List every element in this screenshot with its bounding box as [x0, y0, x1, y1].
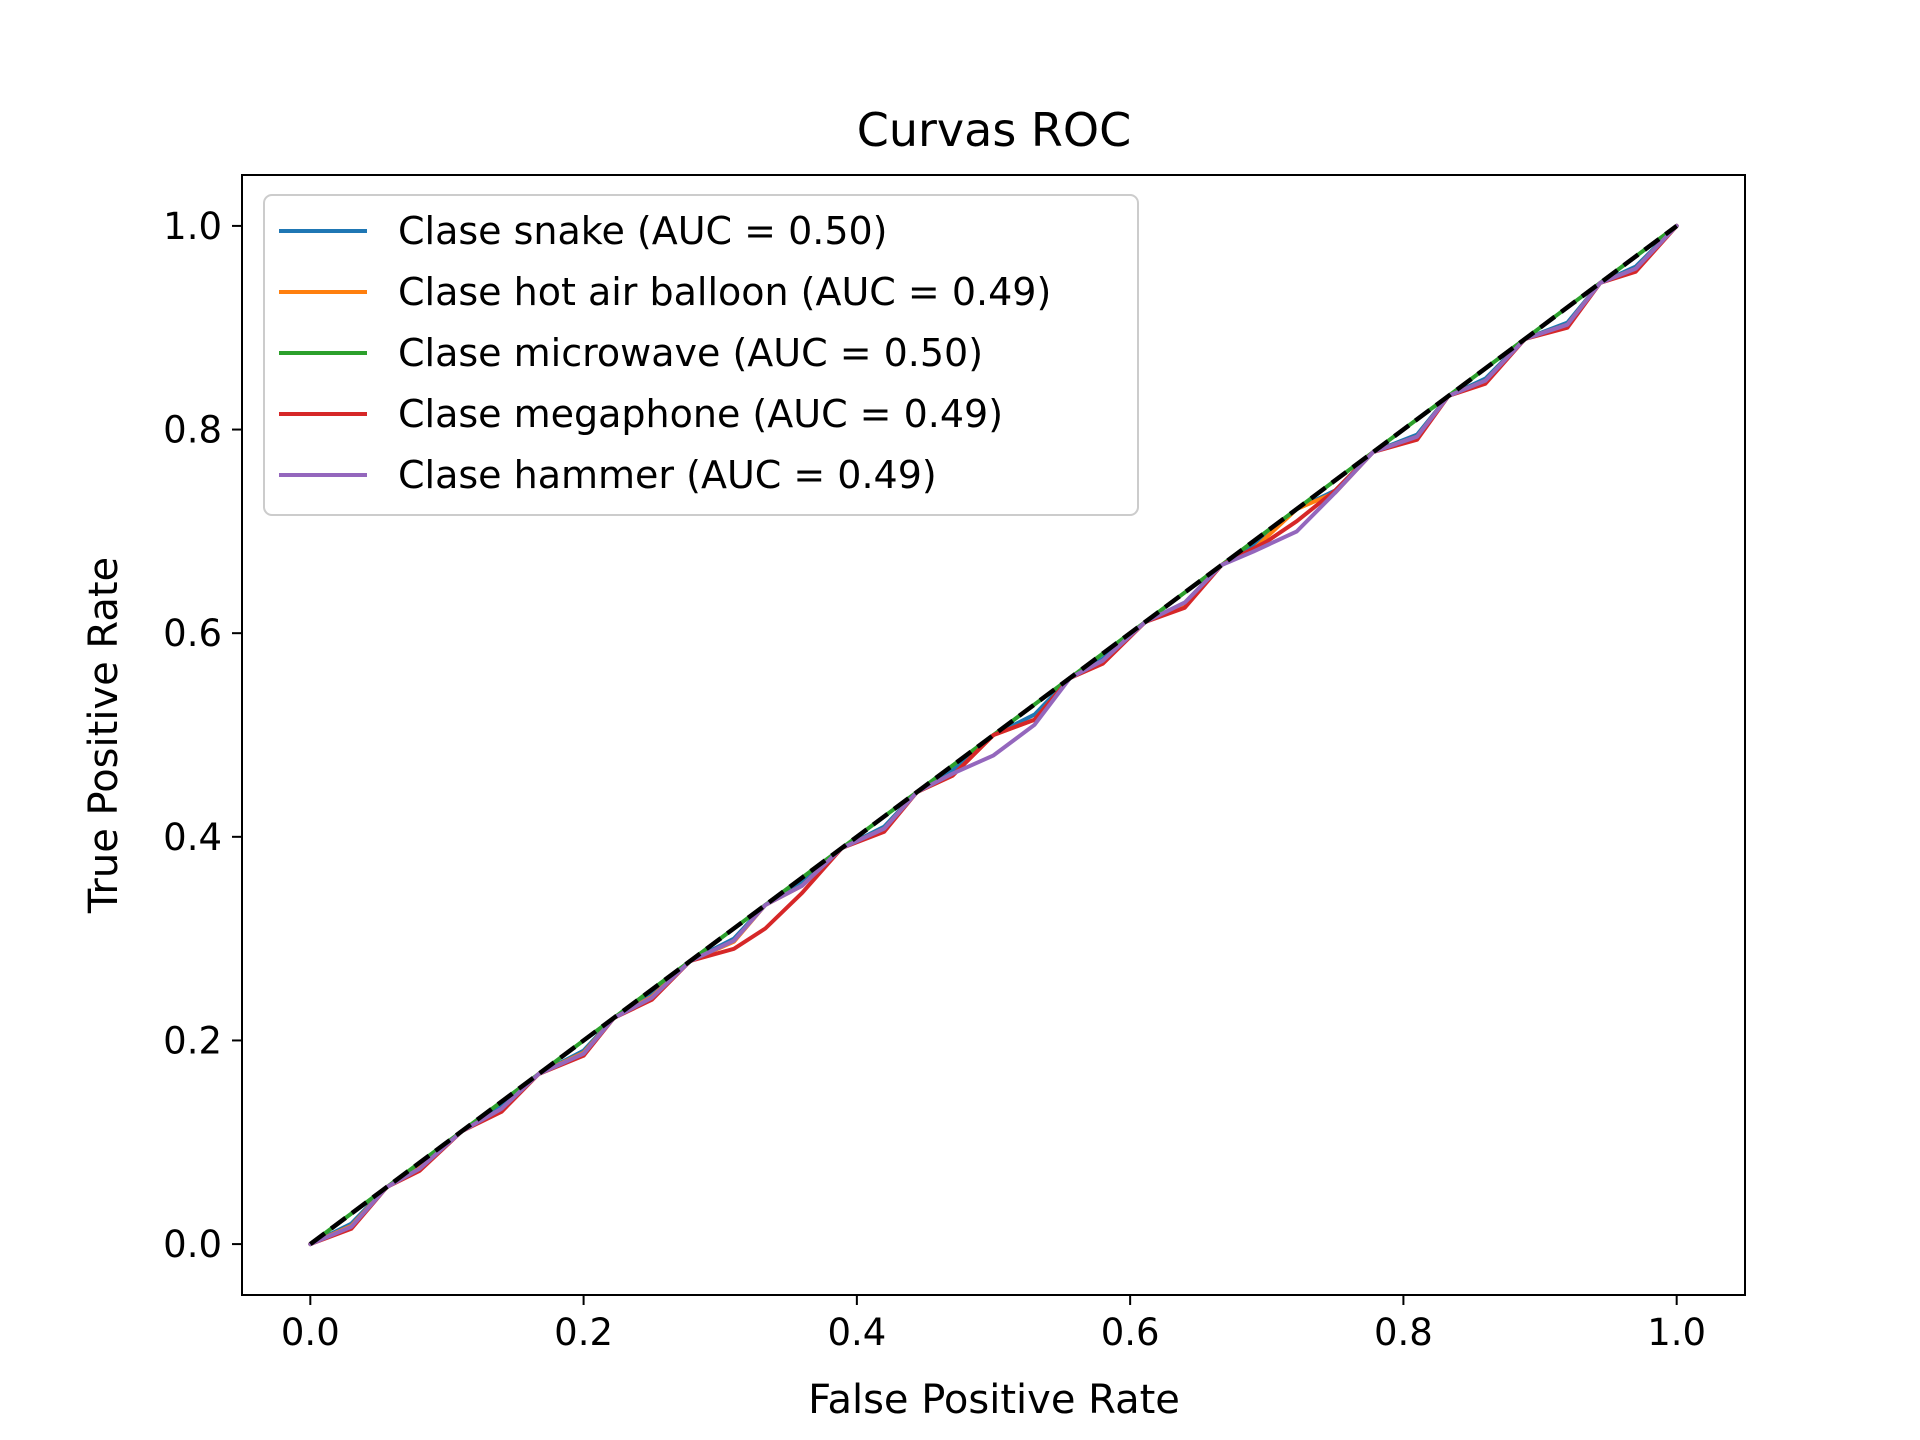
chart-title: Curvas ROC — [857, 103, 1131, 157]
y-axis-label: True Positive Rate — [81, 557, 127, 914]
y-tick-label: 1.0 — [163, 205, 222, 248]
x-axis-label: False Positive Rate — [808, 1377, 1180, 1423]
y-tick-label: 0.0 — [163, 1223, 222, 1266]
y-tick-label: 0.6 — [163, 612, 222, 655]
x-tick-label: 0.0 — [281, 1311, 340, 1354]
x-tick-label: 0.2 — [554, 1311, 613, 1354]
legend-entry-label: Clase hammer (AUC = 0.49) — [398, 453, 937, 497]
random-reference-line — [308, 224, 1679, 1246]
y-tick-label: 0.4 — [163, 816, 222, 859]
x-tick-label: 0.4 — [827, 1311, 886, 1354]
y-tick-label: 0.2 — [163, 1019, 222, 1062]
legend-entry-label: Clase microwave (AUC = 0.50) — [398, 331, 983, 375]
x-tick-label: 0.6 — [1101, 1311, 1160, 1354]
x-tick-label: 1.0 — [1647, 1311, 1706, 1354]
plot-frame — [241, 174, 1746, 1296]
legend: Clase snake (AUC = 0.50) Clase hot air ba… — [263, 194, 1139, 516]
y-axis: 0.0 0.2 0.4 0.6 0.8 1.0 — [163, 205, 242, 1266]
x-tick-label: 0.8 — [1374, 1311, 1433, 1354]
plot-area — [308, 223, 1679, 1247]
legend-entry-label: Clase hot air balloon (AUC = 0.49) — [398, 270, 1051, 314]
legend-box — [263, 194, 1139, 516]
x-axis: 0.0 0.2 0.4 0.6 0.8 1.0 — [281, 1295, 1706, 1354]
legend-entry-label: Clase snake (AUC = 0.50) — [398, 209, 888, 253]
legend-entry-label: Clase megaphone (AUC = 0.49) — [398, 392, 1003, 436]
y-tick-label: 0.8 — [163, 409, 222, 452]
